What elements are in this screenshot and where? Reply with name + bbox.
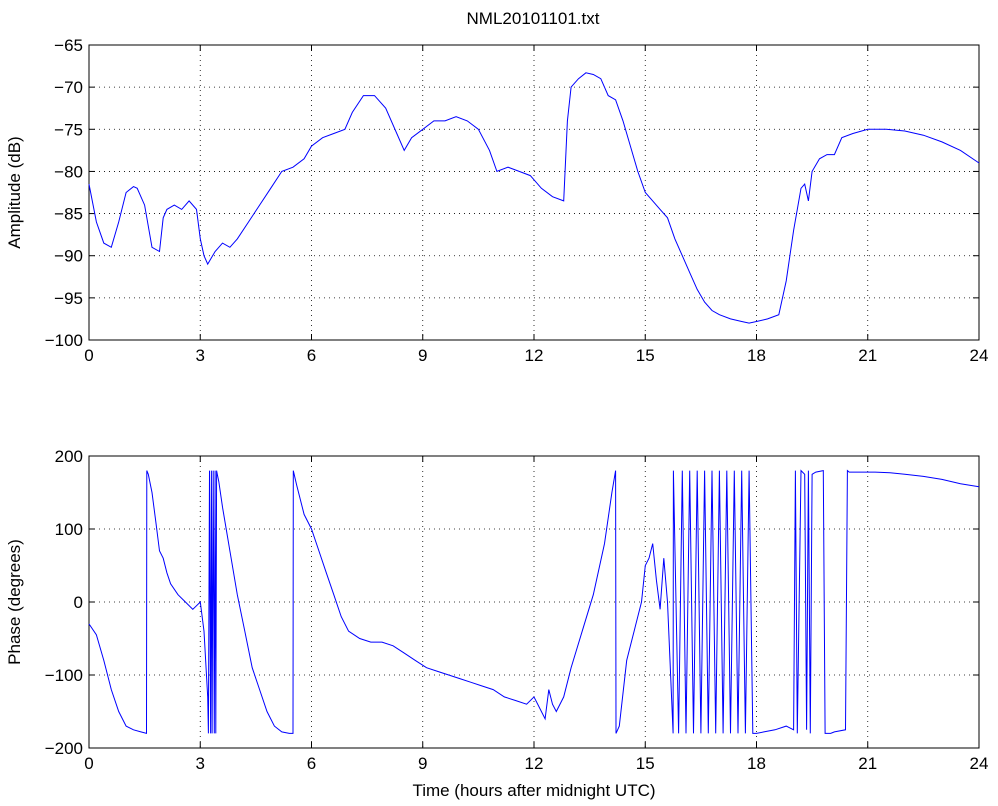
amplitude-y-tick-label: −95	[54, 289, 83, 308]
phase-y-tick-label: −100	[45, 666, 83, 685]
phase-x-tick-label: 9	[418, 754, 427, 773]
phase-x-axis-title: Time (hours after midnight UTC)	[412, 781, 655, 800]
amplitude-x-tick-label: 21	[858, 346, 877, 365]
phase-y-tick-label: 0	[74, 593, 83, 612]
amplitude-x-tick-label: 15	[636, 346, 655, 365]
phase-y-tick-label: 200	[55, 447, 83, 466]
phase-y-axis-title: Phase (degrees)	[5, 539, 24, 665]
phase-x-tick-label: 12	[525, 754, 544, 773]
phase-x-tick-label: 3	[196, 754, 205, 773]
amplitude-series-line	[88, 72, 980, 324]
amplitude-x-tick-label: 3	[196, 346, 205, 365]
phase-x-tick-label: 6	[307, 754, 316, 773]
phase-y-tick-label: −200	[45, 739, 83, 758]
amplitude-x-tick-label: 24	[970, 346, 989, 365]
phase-y-tick-label: 100	[55, 520, 83, 539]
amplitude-x-tick-label: 18	[747, 346, 766, 365]
amplitude-y-axis-title: Amplitude (dB)	[5, 136, 24, 248]
amplitude-y-tick-label: −90	[54, 247, 83, 266]
phase-series-line	[88, 469, 980, 735]
amplitude-y-tick-label: −80	[54, 162, 83, 181]
phase-x-tick-label: 24	[970, 754, 989, 773]
amplitude-y-tick-label: −75	[54, 120, 83, 139]
amplitude-y-tick-label: −85	[54, 205, 83, 224]
phase-x-tick-label: 0	[84, 754, 93, 773]
amplitude-y-tick-label: −100	[45, 331, 83, 350]
amplitude-axes: 0 3 6 9 12 15 18 21 24 −65 −70 −75 −80 −85 −90 −95 −100 A…	[5, 36, 988, 365]
figure-title: NML20101101.txt	[467, 9, 600, 28]
amplitude-y-tick-label: −65	[54, 36, 83, 55]
amplitude-y-tick-label: −70	[54, 78, 83, 97]
phase-axes: 0 3 6 9 12 15 18 21 24 200 100 0 −100 −200 Phase (degr…	[5, 447, 988, 800]
phase-x-tick-label: 18	[747, 754, 766, 773]
amplitude-x-tick-label: 12	[525, 346, 544, 365]
phase-x-tick-label: 15	[636, 754, 655, 773]
amplitude-x-tick-label: 6	[307, 346, 316, 365]
amplitude-x-tick-label: 9	[418, 346, 427, 365]
amplitude-x-tick-label: 0	[84, 346, 93, 365]
phase-x-tick-label: 21	[858, 754, 877, 773]
